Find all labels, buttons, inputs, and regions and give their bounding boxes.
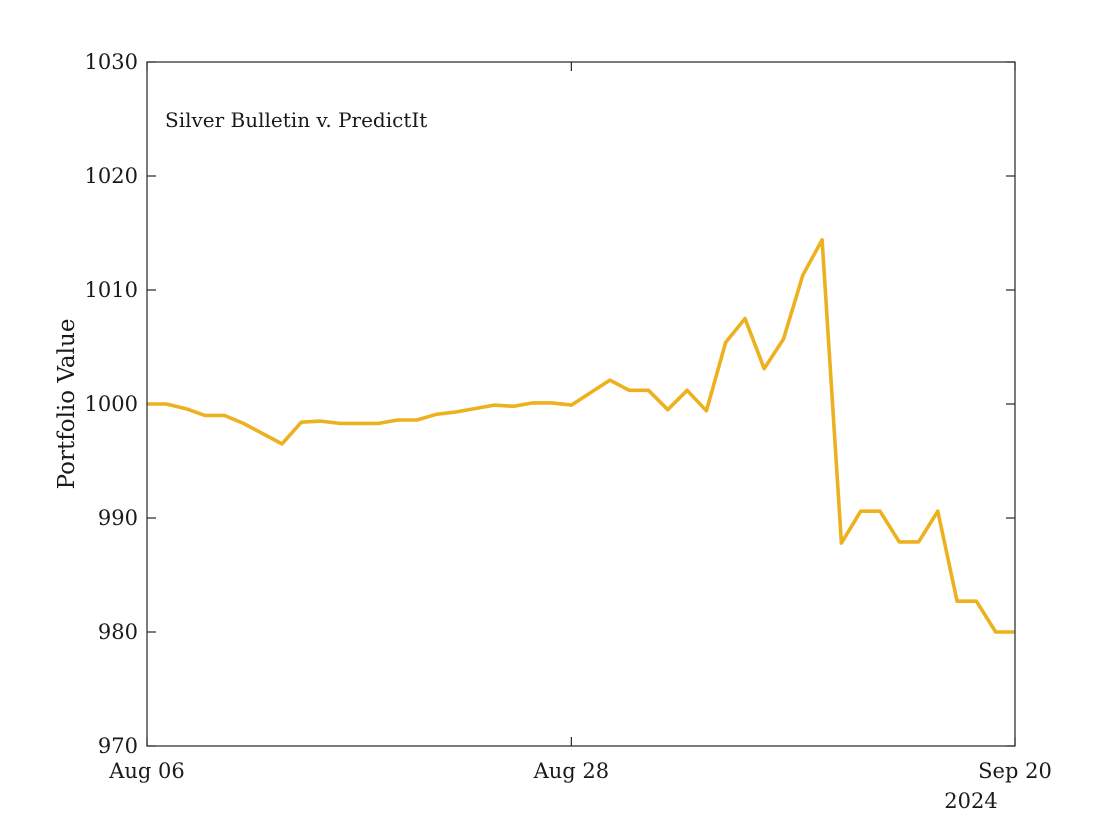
y-axis-title: Portfolio Value [54, 319, 80, 490]
y-tick-label: 1030 [85, 50, 138, 74]
x-axis-year-label: 2024 [944, 789, 997, 813]
y-tick-label: 1010 [85, 278, 138, 302]
series-line [147, 238, 1015, 634]
x-tick-label: Aug 28 [533, 759, 610, 783]
y-tick-label: 980 [98, 620, 138, 644]
y-tick-label: 1000 [85, 392, 138, 416]
y-tick-label: 990 [98, 506, 138, 530]
y-tick-label: 1020 [85, 164, 138, 188]
y-tick-label: 970 [98, 734, 138, 758]
ticks-layer: 970 980 990 1000 1010 1020 1030 Aug 06 Aug 28 Sep… [85, 50, 1052, 783]
plot-frame [146, 61, 1016, 747]
series-layer [147, 238, 1015, 634]
x-tick-label: Aug 06 [108, 759, 185, 783]
x-tick-label: Sep 20 [978, 759, 1052, 783]
chart-annotation: Silver Bulletin v. PredictIt [165, 108, 427, 132]
